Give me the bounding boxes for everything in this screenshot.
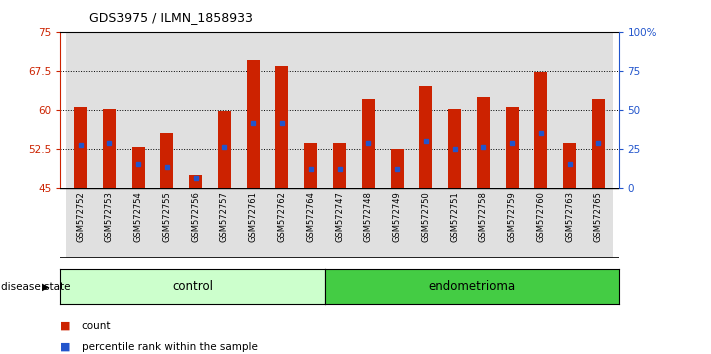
Bar [412, 32, 440, 188]
Text: GSM572748: GSM572748 [364, 191, 373, 242]
Bar [325, 32, 354, 188]
Bar [304, 143, 317, 188]
Bar [124, 32, 152, 188]
Bar [189, 175, 202, 188]
Text: GSM572763: GSM572763 [565, 191, 574, 242]
Text: GSM572749: GSM572749 [392, 191, 402, 242]
Text: endometrioma: endometrioma [428, 280, 515, 293]
Bar [506, 107, 518, 188]
Bar [419, 86, 432, 188]
Bar [181, 188, 210, 258]
Text: control: control [172, 280, 213, 293]
Text: GSM572761: GSM572761 [249, 191, 257, 242]
Bar [239, 188, 267, 258]
Bar [218, 111, 231, 188]
Text: GSM572750: GSM572750 [422, 191, 430, 242]
Bar [390, 149, 404, 188]
Bar [498, 188, 527, 258]
Text: ▶: ▶ [42, 282, 50, 292]
Text: GSM572754: GSM572754 [134, 191, 143, 242]
Bar [267, 32, 296, 188]
Bar [448, 109, 461, 188]
Bar [296, 32, 325, 188]
Text: GSM572751: GSM572751 [450, 191, 459, 242]
Text: GSM572753: GSM572753 [105, 191, 114, 242]
Bar [527, 188, 555, 258]
Bar [95, 32, 124, 188]
Bar [239, 32, 267, 188]
Bar [584, 32, 613, 188]
Text: ■: ■ [60, 321, 71, 331]
Bar [527, 32, 555, 188]
Bar [325, 188, 354, 258]
Bar [296, 188, 325, 258]
Text: GSM572765: GSM572765 [594, 191, 603, 242]
Text: GSM572764: GSM572764 [306, 191, 315, 242]
Text: GSM572755: GSM572755 [162, 191, 171, 242]
Text: GSM572758: GSM572758 [479, 191, 488, 242]
Bar [181, 32, 210, 188]
Bar [563, 143, 576, 188]
Bar [152, 188, 181, 258]
Bar [66, 188, 95, 258]
Bar [477, 97, 490, 188]
Bar [124, 188, 152, 258]
Text: GDS3975 / ILMN_1858933: GDS3975 / ILMN_1858933 [89, 11, 252, 24]
Bar [412, 188, 440, 258]
Text: GSM572759: GSM572759 [508, 191, 517, 242]
Bar [383, 32, 412, 188]
Bar [210, 188, 239, 258]
Text: GSM572760: GSM572760 [536, 191, 545, 242]
Bar [103, 109, 116, 188]
Text: percentile rank within the sample: percentile rank within the sample [82, 342, 257, 352]
Bar [440, 188, 469, 258]
Bar [275, 65, 289, 188]
Bar [66, 32, 95, 188]
Bar [440, 32, 469, 188]
Bar [498, 32, 527, 188]
Bar [267, 188, 296, 258]
Bar [535, 72, 547, 188]
Bar [584, 188, 613, 258]
Text: disease state: disease state [1, 282, 70, 292]
Bar [132, 147, 144, 188]
Text: GSM572752: GSM572752 [76, 191, 85, 242]
Bar [555, 32, 584, 188]
Bar [95, 188, 124, 258]
Bar [469, 188, 498, 258]
Bar [333, 143, 346, 188]
Bar [74, 107, 87, 188]
Bar [210, 32, 239, 188]
Bar [362, 99, 375, 188]
Bar [469, 32, 498, 188]
Text: ■: ■ [60, 342, 71, 352]
Text: GSM572757: GSM572757 [220, 191, 229, 242]
Text: GSM572762: GSM572762 [277, 191, 287, 242]
Bar [383, 188, 412, 258]
Bar [161, 133, 173, 188]
Bar [354, 32, 383, 188]
Bar [555, 188, 584, 258]
Text: count: count [82, 321, 111, 331]
Text: GSM572747: GSM572747 [335, 191, 344, 242]
Bar [247, 61, 260, 188]
Bar [152, 32, 181, 188]
Text: GSM572756: GSM572756 [191, 191, 201, 242]
Bar [354, 188, 383, 258]
Bar [592, 99, 605, 188]
